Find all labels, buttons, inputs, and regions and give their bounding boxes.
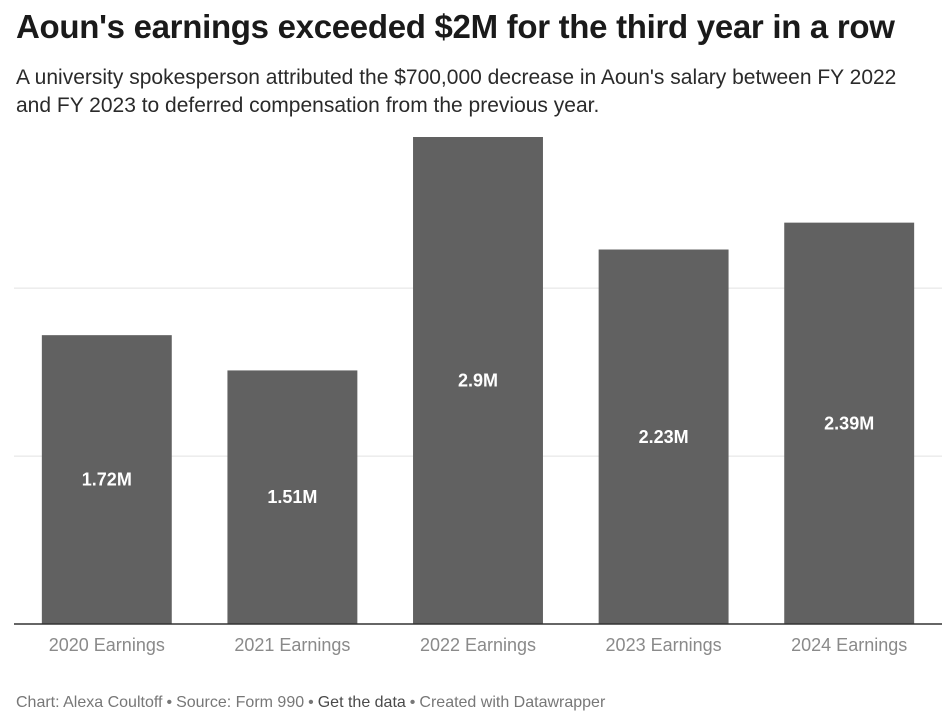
get-the-data-link[interactable]: Get the data [317,694,406,711]
x-tick-label: 2022 Earnings [420,635,536,655]
x-tick-label: 2024 Earnings [791,635,907,655]
footer-separator: • [308,694,314,711]
bar-chart: 1.72M 2020 Earnings 1.51M 2021 Earnings 2.9M… [14,137,942,655]
bar-value-label: 1.72M [82,470,132,490]
bar [784,222,915,624]
bar-value-label: 2.39M [824,413,874,433]
bar [41,335,172,624]
bar-value-label: 1.51M [267,487,317,507]
bar-value-label: 2.9M [458,371,498,391]
created-with-datawrapper: Created with Datawrapper [419,694,606,711]
x-tick-label: 2023 Earnings [606,635,722,655]
bar [598,249,729,624]
x-tick-label: 2020 Earnings [49,635,165,655]
footer-separator: • [409,694,416,711]
bar-value-label: 2.23M [639,427,689,447]
chart-subtitle: A university spokesperson attributed the… [16,66,897,117]
chart-source: Source: Form 990 [176,694,305,711]
chart-credit: Chart: Alexa Coultoff [16,694,163,711]
chart-title: Aoun's earnings exceeded $2M for the thi… [16,8,895,45]
bar [227,370,358,624]
bar [413,137,543,624]
footer-separator: • [166,694,173,711]
x-tick-label: 2021 Earnings [234,635,350,655]
chart-footer: Chart: Alexa Coultoff • Source: Form 990 • G… [16,694,605,712]
